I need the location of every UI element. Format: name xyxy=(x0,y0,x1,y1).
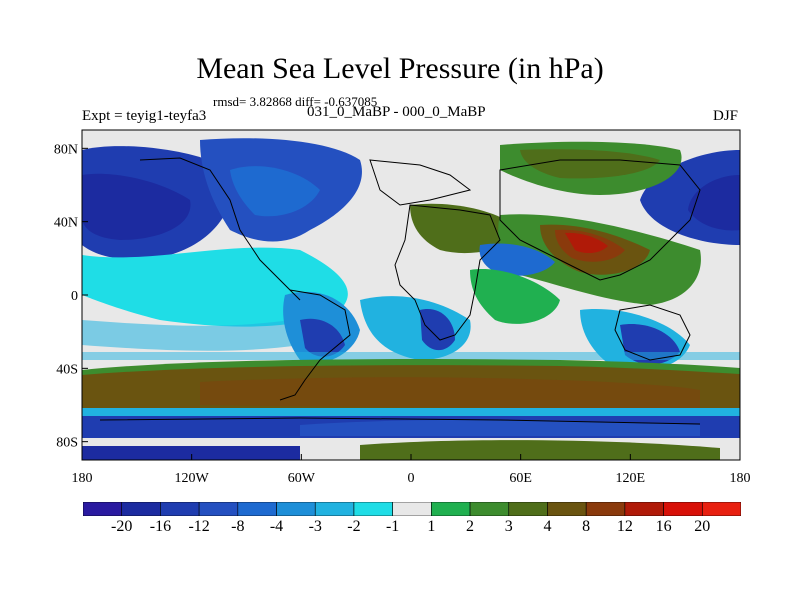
colorbar-label: 20 xyxy=(694,518,711,535)
colorbar-label: -3 xyxy=(308,518,322,535)
colorbar-label: -8 xyxy=(231,518,245,535)
colorbar-label: -12 xyxy=(188,518,210,535)
contour-fields xyxy=(82,130,740,460)
coastlines xyxy=(99,157,701,425)
lat-tick-label: 0 xyxy=(71,289,78,304)
lon-tick-label: 120W xyxy=(175,471,210,486)
lon-tick-label: 60W xyxy=(288,471,316,486)
colorbar-swatch xyxy=(198,502,239,516)
colorbar-swatch xyxy=(237,502,277,516)
map-title: Mean Sea Level Pressure (in hPa) xyxy=(196,52,604,85)
colorbar-swatch xyxy=(508,502,548,516)
colorbar-label: 8 xyxy=(582,518,591,535)
colorbar-label: 16 xyxy=(655,518,672,535)
period-subtitle: 031_0_MaBP - 000_0_MaBP xyxy=(307,104,486,120)
lat-tick-label: 80S xyxy=(56,436,78,451)
colorbar-swatch xyxy=(392,502,432,516)
season-label: DJF xyxy=(712,108,738,124)
colorbar-swatch xyxy=(353,502,393,516)
colorbar-swatch xyxy=(624,502,664,516)
colorbar-swatch xyxy=(585,502,626,516)
lon-tick-label: 180 xyxy=(72,471,93,486)
colorbar-label: -2 xyxy=(347,518,361,535)
lon-tick-label: 60E xyxy=(509,471,532,486)
colorbar-label: 12 xyxy=(616,518,633,535)
colorbar-label: -16 xyxy=(149,518,172,535)
colorbar-swatch xyxy=(121,502,161,516)
colorbar-label: 3 xyxy=(504,518,513,535)
colorbar-label: 1 xyxy=(427,518,436,535)
colorbar xyxy=(83,502,741,516)
colorbar-swatch xyxy=(83,502,123,516)
colorbar-label: -4 xyxy=(269,518,284,535)
axis-ticks xyxy=(81,147,741,460)
colorbar-swatch xyxy=(160,502,200,516)
colorbar-label: -1 xyxy=(385,518,400,535)
colorbar-swatch xyxy=(469,502,510,516)
lat-tick-label: 40S xyxy=(56,362,78,377)
colorbar-swatch xyxy=(547,502,587,516)
rmsd-diff-stats: rmsd= 3.82868 diff= -0.637085 xyxy=(213,94,378,109)
colorbar-swatch xyxy=(431,502,471,516)
colorbar-label: -20 xyxy=(111,518,133,535)
experiment-label: Expt = teyig1-teyfa3 xyxy=(82,108,207,124)
colorbar-swatch xyxy=(276,502,316,516)
colorbar-label: 4 xyxy=(543,518,552,535)
colorbar-swatch xyxy=(663,502,703,516)
colorbar-label: 2 xyxy=(466,518,475,535)
lon-tick-label: 0 xyxy=(408,471,415,486)
lat-tick-label: 80N xyxy=(54,142,78,157)
lon-tick-label: 180 xyxy=(730,471,751,486)
axis-labels: 180 120W 60W 0 60E 120E 180 80N 40N 0 40S 80S xyxy=(54,142,751,486)
colorbar-swatch xyxy=(701,502,741,516)
lat-tick-label: 40N xyxy=(54,216,78,231)
colorbar-swatch xyxy=(314,502,355,516)
lon-tick-label: 120E xyxy=(616,471,646,486)
